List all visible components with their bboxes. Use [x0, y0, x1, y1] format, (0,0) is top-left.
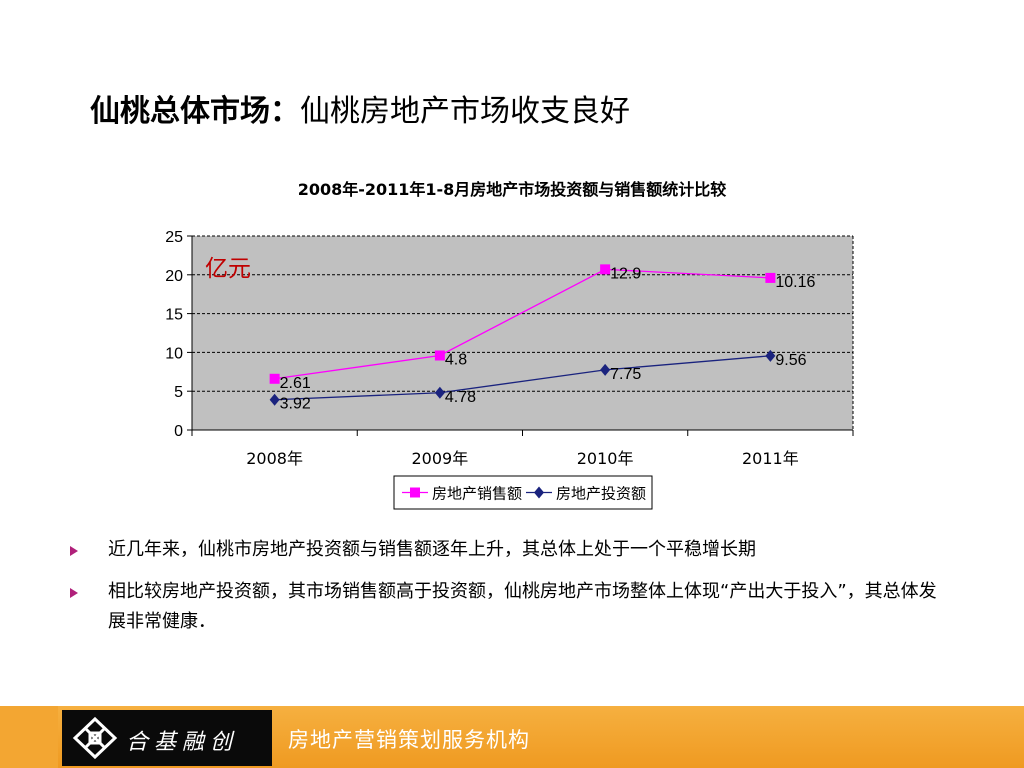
y-tick-label: 15	[165, 307, 183, 324]
data-label: 12.9	[610, 265, 641, 282]
legend-label: 房地产投资额	[556, 485, 646, 503]
data-label: 4.8	[445, 352, 467, 369]
data-point	[434, 386, 445, 399]
footer-accent	[0, 706, 58, 768]
slide-title-bold: 仙桃总体市场：	[90, 94, 300, 129]
data-point	[765, 349, 776, 362]
data-point	[410, 487, 420, 498]
company-logo: 合基融创	[62, 710, 272, 766]
bullet-item: 相比较房地产投资额，其市场销售额高于投资额，仙桃房地产市场整体上体现“产出大于投…	[70, 577, 950, 637]
data-label: 7.75	[610, 366, 641, 383]
data-label: 10.16	[775, 274, 815, 291]
y-tick-label: 25	[165, 229, 183, 246]
knot-logo-icon	[72, 716, 118, 760]
bullet-text: 相比较房地产投资额，其市场销售额高于投资额，仙桃房地产市场整体上体现“产出大于投…	[108, 581, 937, 632]
bullet-item: 近几年来，仙桃市房地产投资额与销售额逐年上升，其总体上处于一个平稳增长期	[70, 535, 950, 565]
data-point	[269, 393, 280, 406]
data-point	[765, 272, 776, 283]
bullet-arrow-icon	[70, 588, 78, 598]
data-point	[534, 486, 544, 499]
chart-title: 2008年-2011年1-8月房地产市场投资额与销售额统计比较	[297, 180, 727, 199]
y-tick-label: 10	[165, 345, 183, 362]
series-line	[274, 355, 771, 401]
data-point	[600, 363, 611, 376]
data-label: 9.56	[775, 352, 806, 369]
data-label: 3.92	[280, 396, 311, 413]
bullet-list: 近几年来，仙桃市房地产投资额与销售额逐年上升，其总体上处于一个平稳增长期 相比较…	[70, 535, 950, 649]
data-label: 2.61	[280, 375, 311, 392]
y-tick-label: 20	[165, 268, 183, 285]
data-point	[269, 373, 280, 384]
x-tick-label: 2008年	[246, 449, 303, 468]
slide-title-rest: 仙桃房地产市场收支良好	[300, 94, 630, 129]
y-tick-label: 5	[174, 384, 183, 401]
data-point	[600, 264, 611, 275]
legend-box	[393, 475, 653, 510]
x-tick-label: 2009年	[412, 449, 469, 468]
y-tick-label: 0	[174, 423, 183, 440]
footer-tagline: 房地产营销策划服务机构	[288, 728, 530, 752]
x-tick-label: 2011年	[742, 449, 799, 468]
data-label: 4.78	[445, 389, 476, 406]
chart: 0 5 10 15 20 25 2008年 2009年 2010年 2011年 亿元 2.61 4.8 1…	[165, 229, 854, 510]
slide-title: 仙桃总体市场：仙桃房地产市场收支良好	[90, 86, 630, 130]
logo-text: 合基融创	[126, 730, 239, 755]
data-point	[434, 350, 445, 361]
series-line	[274, 268, 771, 380]
x-tick-label: 2010年	[577, 449, 634, 468]
legend-label: 房地产销售额	[432, 485, 522, 503]
bullet-text: 近几年来，仙桃市房地产投资额与销售额逐年上升，其总体上处于一个平稳增长期	[108, 539, 756, 560]
unit-label: 亿元	[205, 256, 251, 282]
plot-area	[192, 236, 853, 430]
footer-bar: 合基融创 房地产营销策划服务机构	[0, 706, 1024, 768]
bullet-arrow-icon	[70, 546, 78, 556]
